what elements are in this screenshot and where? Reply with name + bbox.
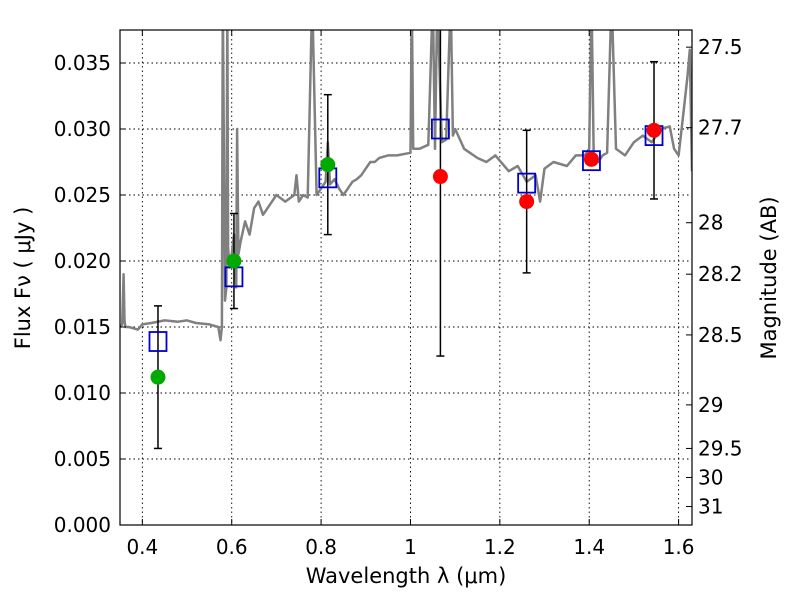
open-square-marker [431, 118, 450, 140]
open-square-marker [148, 331, 168, 352]
axes: 0.4 0.6 0.8 1 1.2 1.4 1.6 0.000 0.005 0.010 0.015 0… [54, 30, 743, 559]
y2-tick-label: 27.5 [698, 35, 743, 59]
red-point-marker [646, 122, 662, 138]
y2-axis-label: Magnitude (AB) [757, 196, 781, 359]
y2-tick-label: 31 [698, 495, 723, 519]
y-axis-label: Flux Fν ( μJy ) [11, 207, 35, 350]
y2-tick-label: 28.2 [698, 262, 743, 286]
x-tick-label: 0.6 [216, 535, 248, 559]
data-layer [120, 30, 692, 450]
x-tick-label: 1.6 [663, 535, 695, 559]
model-spectrum-line [120, 30, 692, 342]
y2-tick-label: 30 [698, 465, 723, 489]
y-tick-label: 0.005 [54, 447, 111, 471]
y-tick-label: 0.025 [54, 183, 111, 207]
y2-tick-label: 28 [698, 211, 723, 235]
y-tick-label: 0.020 [54, 249, 111, 273]
x-tick-label: 1.4 [573, 535, 605, 559]
y2-tick-label: 27.7 [698, 116, 743, 140]
x-tick-label: 0.4 [126, 535, 158, 559]
y-tick-label: 0.030 [54, 117, 111, 141]
y2-tick-label: 29.5 [698, 436, 743, 460]
y-tick-label: 0.035 [54, 51, 111, 75]
red-point-marker [432, 169, 448, 185]
y-tick-label: 0.010 [54, 381, 111, 405]
red-point-marker [583, 151, 599, 167]
y-tick-label: 0.015 [54, 315, 111, 339]
plot-frame [119, 29, 693, 526]
open-square-marker [582, 150, 601, 172]
y2-tick-label: 28.5 [698, 323, 743, 347]
x-tick-label: 0.8 [305, 535, 337, 559]
y-tick-label: 0.000 [54, 513, 111, 537]
x-axis-label: Wavelength λ (μm) [306, 564, 507, 588]
x-tick-label: 1 [404, 535, 417, 559]
open-square-marker [517, 172, 537, 194]
green-point-marker [226, 253, 242, 269]
green-point-marker [320, 157, 336, 173]
red-point-marker [519, 194, 535, 210]
green-point-marker [150, 369, 166, 385]
x-tick-label: 1.2 [484, 535, 516, 559]
y2-tick-label: 29 [698, 393, 723, 417]
